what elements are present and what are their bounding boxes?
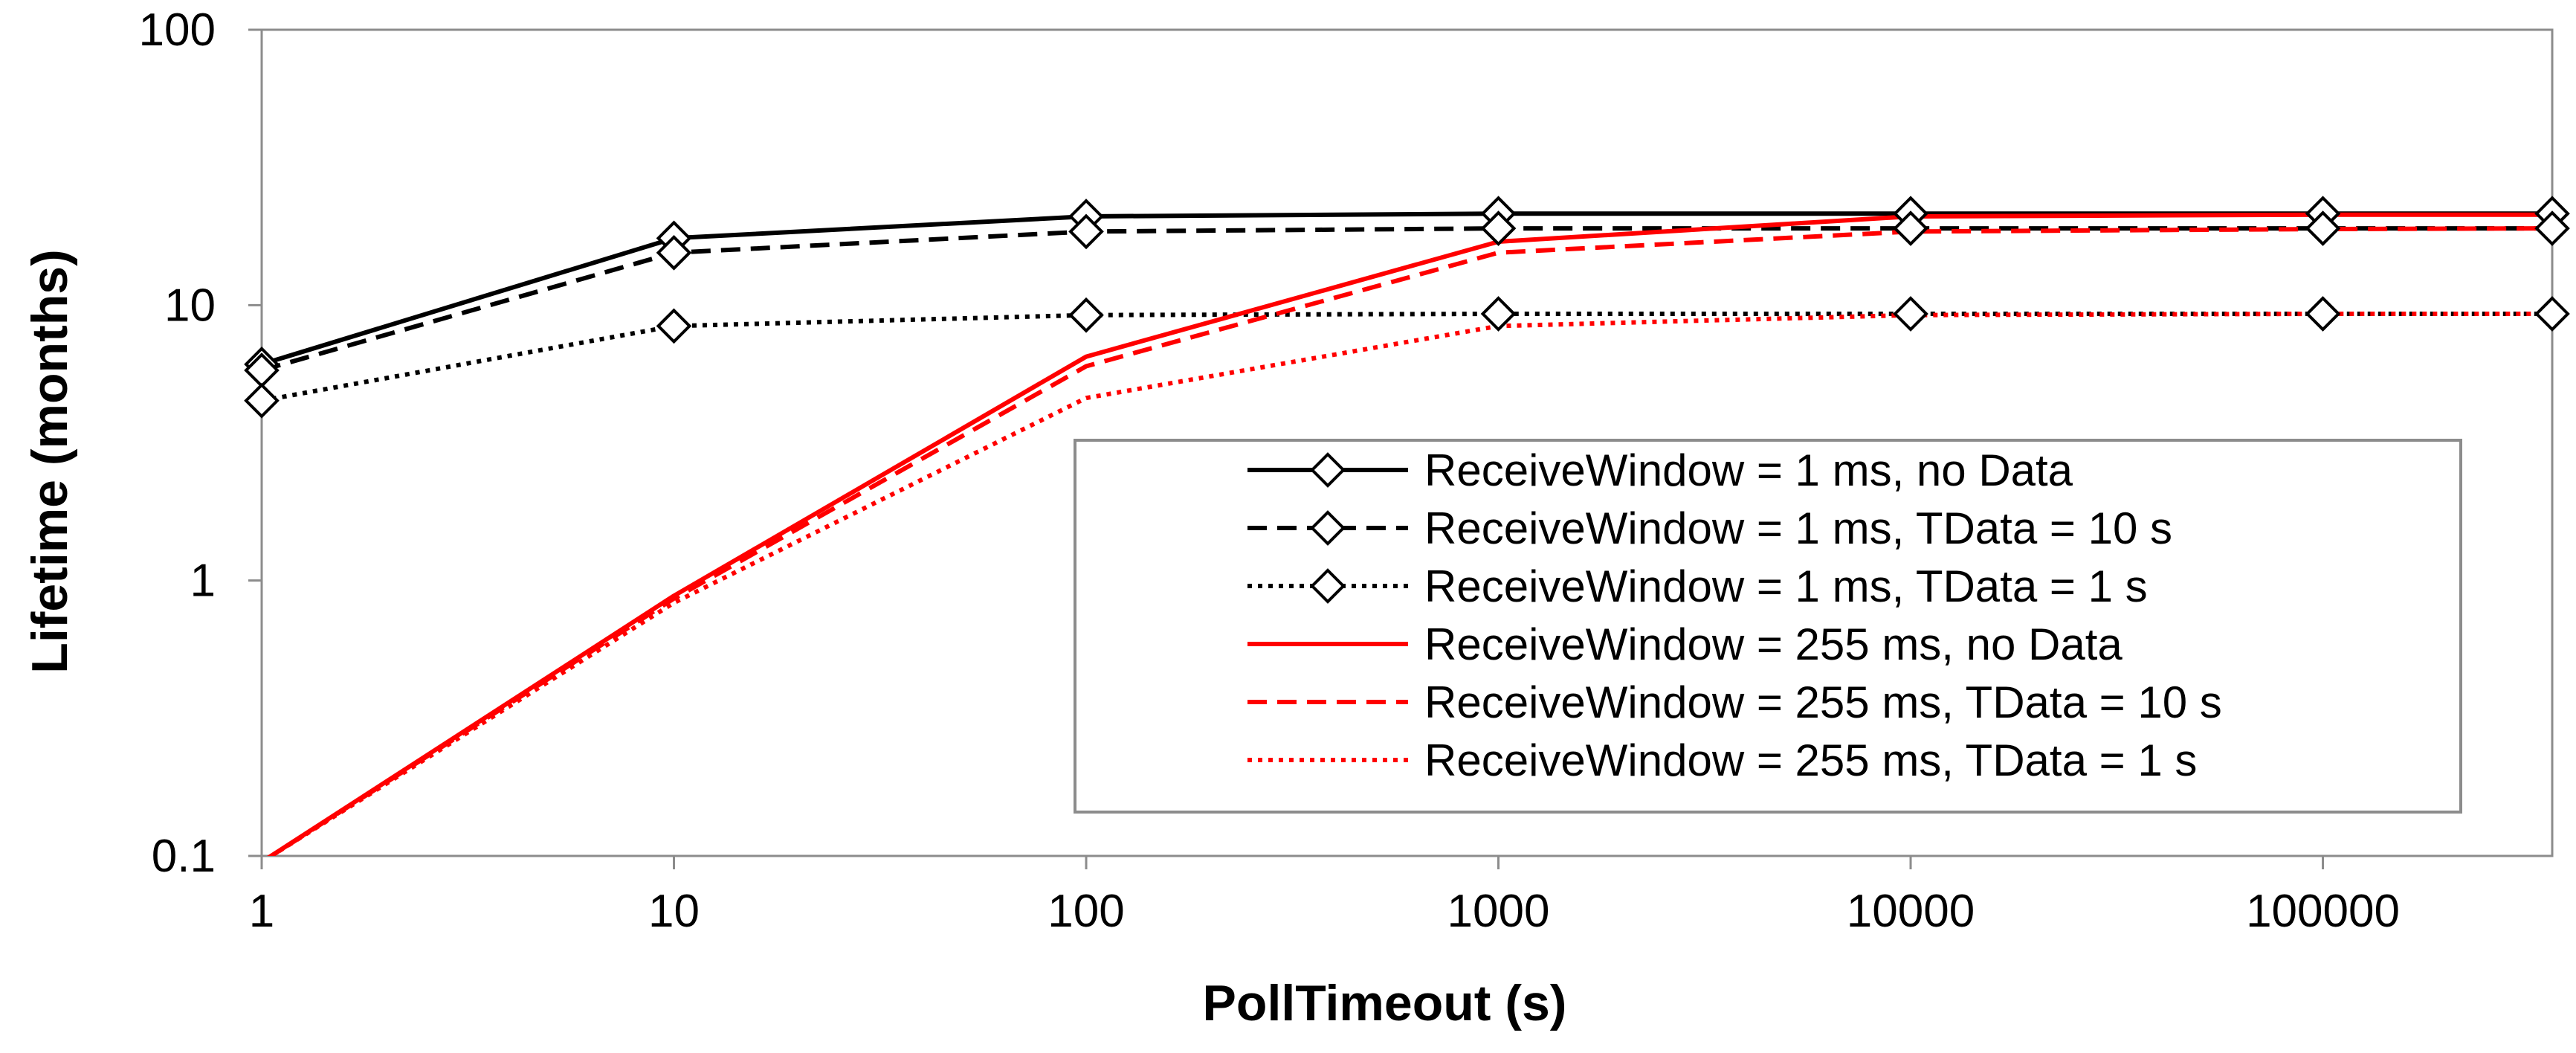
legend-label-5: ReceiveWindow = 255 ms, TData = 10 s xyxy=(1424,677,2222,727)
data-point-marker xyxy=(2305,210,2341,246)
x-tick-label: 10 xyxy=(648,886,700,937)
legend-label-3: ReceiveWindow = 1 ms, TData = 1 s xyxy=(1424,561,2148,611)
data-point-marker xyxy=(1068,297,1104,333)
marker-group xyxy=(244,196,2570,419)
data-point-marker xyxy=(1068,213,1104,250)
legend-label-1: ReceiveWindow = 1 ms, no Data xyxy=(1424,445,2073,495)
legend-label-6: ReceiveWindow = 255 ms, TData = 1 s xyxy=(1424,735,2197,785)
legend-marker xyxy=(1310,452,1346,488)
x-axis-title: PollTimeout (s) xyxy=(1203,975,1567,1031)
data-point-marker xyxy=(244,382,280,419)
data-point-marker xyxy=(656,235,692,271)
data-point-marker xyxy=(1893,210,1928,246)
legend-label-4: ReceiveWindow = 255 ms, no Data xyxy=(1424,619,2123,669)
x-tick-label: 10000 xyxy=(1847,886,1975,937)
legend-marker xyxy=(1310,568,1346,604)
legend-marker xyxy=(1310,510,1346,546)
x-tick-label: 1000 xyxy=(1447,886,1550,937)
data-point-marker xyxy=(2534,296,2570,332)
y-tick-label: 10 xyxy=(164,280,216,331)
y-axis-title: Lifetime (months) xyxy=(22,249,78,673)
y-tick-label: 0.1 xyxy=(152,831,216,882)
data-point-marker xyxy=(2305,296,2341,332)
axes: 1 10 100 1000 10000 100000 0.1 1 10 100 PollTimeou… xyxy=(22,4,2554,1031)
x-tick-label: 1 xyxy=(249,886,274,937)
data-point-marker xyxy=(2534,210,2570,246)
data-point-marker xyxy=(1893,296,1928,332)
x-tick-label: 100 xyxy=(1047,886,1124,937)
legend-box xyxy=(1074,439,2462,814)
y-tick-label: 1 xyxy=(190,556,216,607)
data-point-marker xyxy=(1480,210,1517,246)
data-point-marker xyxy=(656,308,692,344)
data-point-marker xyxy=(1480,296,1517,332)
legend: ReceiveWindow = 1 ms, no Data ReceiveWind… xyxy=(1074,439,2462,814)
y-tick-label: 100 xyxy=(139,4,216,56)
x-tick-label: 100000 xyxy=(2246,886,2400,937)
plot-area-border xyxy=(260,28,2554,857)
legend-label-2: ReceiveWindow = 1 ms, TData = 10 s xyxy=(1424,503,2172,553)
